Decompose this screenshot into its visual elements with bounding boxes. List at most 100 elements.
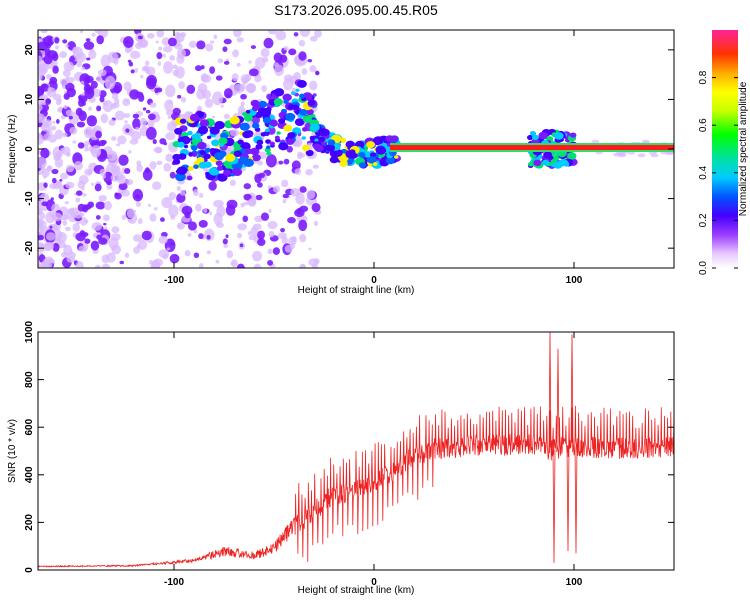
- spectrogram-noise-blob: [135, 126, 140, 131]
- spectrogram-noise-blob: [65, 181, 75, 189]
- spectrogram-noise-blob: [176, 222, 185, 230]
- spectrogram-noise-blob: [62, 132, 68, 138]
- spectrogram-ridge-blob: [196, 141, 207, 150]
- spectrogram-noise-blob: [226, 250, 234, 259]
- spectrogram-noise-blob: [291, 160, 301, 171]
- spectrogram-noise-blob: [169, 253, 180, 264]
- spectrogram-noise-blob: [84, 75, 94, 84]
- spectrogram-noise-blob: [184, 249, 191, 257]
- spectrogram-noise-blob: [165, 109, 174, 116]
- spectrogram-noise-blob: [38, 195, 44, 201]
- spectrogram-noise-blob: [193, 189, 199, 197]
- spectrogram-noise-blob: [99, 96, 105, 103]
- spectrogram-ridge-blob: [305, 108, 314, 116]
- spectrogram-noise-blob: [101, 140, 107, 145]
- spectrogram-ridge-blob: [276, 131, 281, 135]
- spectrogram-ridge-blob: [174, 127, 183, 135]
- spectrogram-noise-blob: [223, 38, 232, 45]
- spectrogram-noise-blob: [128, 150, 132, 154]
- spectrogram-ridge-blob: [269, 119, 278, 127]
- spectrogram-ridge-blob: [278, 118, 286, 124]
- spectrogram-noise-blob: [236, 263, 245, 268]
- spectrogram-noise-blob: [211, 115, 216, 119]
- spectrogram-noise-blob: [300, 263, 306, 268]
- spectrogram-noise-blob: [145, 60, 150, 66]
- spectrogram-noise-blob: [84, 220, 88, 224]
- spectrogram-noise-blob: [43, 182, 48, 188]
- spectrogram-cluster-blob: [569, 132, 577, 138]
- spectrogram-noise-blob: [299, 30, 311, 37]
- spectrogram-noise-blob: [309, 35, 318, 42]
- spectrogram-noise-blob: [38, 113, 46, 123]
- spectrogram-noise-blob: [178, 81, 186, 90]
- colorbar-ticks: 0.0 0.2 0.4 0.6 0.8: [698, 70, 738, 275]
- spectrogram-ridge-blob: [188, 152, 193, 156]
- spectrogram-noise-blob: [38, 200, 44, 208]
- x-tick-label: 0: [371, 275, 377, 286]
- spectrogram-noise-blob: [180, 96, 187, 103]
- spectrogram-ridge-blob: [310, 123, 320, 132]
- spectrogram-noise-blob: [88, 50, 97, 60]
- spectrogram-noise-blob: [130, 69, 135, 74]
- spectrogram-noise-blob: [45, 232, 56, 241]
- spectrogram-noise-blob: [293, 32, 299, 37]
- spectrogram-noise-blob: [65, 44, 69, 48]
- spectrogram-noise-blob: [123, 81, 132, 91]
- spectrogram-noise-blob: [118, 182, 128, 191]
- spectrogram-noise-blob: [125, 128, 130, 133]
- spectrogram-noise-blob: [51, 168, 59, 175]
- spectrogram-ridge-blob: [191, 138, 197, 144]
- spectrogram-ridge-blob: [172, 158, 181, 165]
- spectrogram-noise-blob: [73, 161, 83, 171]
- spectrogram-ridge-blob: [299, 109, 308, 116]
- spectrogram-noise-blob: [85, 38, 91, 42]
- spectrogram-noise-blob: [130, 50, 141, 59]
- spectrogram-ridge-blob: [283, 99, 289, 104]
- spectrogram-noise-blob: [84, 86, 95, 100]
- spectrogram-noise-blob: [239, 243, 244, 248]
- spectrogram-noise-blob: [279, 54, 288, 63]
- y-tick-label: 10: [24, 93, 35, 105]
- spectrogram-cluster-blob: [542, 159, 550, 166]
- spectrogram-noise-blob: [52, 65, 59, 74]
- spectrogram-noise-blob: [61, 146, 71, 156]
- spectrogram-noise-blob: [197, 83, 208, 93]
- spectrogram-ridge-blob: [375, 142, 380, 146]
- spectrogram-noise-blob: [94, 30, 102, 34]
- spectrogram-noise-blob: [63, 104, 68, 110]
- colorbar-tick-label: 0.4: [698, 165, 709, 179]
- spectrogram-noise-blob: [98, 194, 107, 202]
- spectrogram-noise-blob: [52, 242, 60, 252]
- spectrogram-noise-blob: [288, 48, 297, 56]
- spectrogram-noise-blob: [134, 67, 139, 73]
- spectrogram-noise-blob: [68, 251, 77, 259]
- spectrogram-noise-blob: [236, 62, 241, 67]
- spectrogram-cluster-blob: [532, 134, 539, 141]
- spectrogram-noise-blob: [237, 232, 242, 239]
- spectrogram-ridge-blob: [298, 93, 306, 99]
- spectrogram-noise-blob: [253, 263, 262, 268]
- y-tick-label: 20: [24, 44, 35, 56]
- spectrogram-ridge-blob: [239, 122, 250, 131]
- spectrogram-noise-blob: [162, 53, 166, 58]
- spectrogram-noise-blob: [240, 202, 245, 208]
- spectrogram-ridge-blob: [199, 119, 210, 127]
- spectrogram-ridge-blob: [232, 168, 243, 177]
- spectrogram-ridge-blob: [179, 118, 187, 124]
- spectrogram-ridge-blob: [203, 153, 211, 160]
- spectrogram-ridge-blob: [375, 146, 387, 155]
- spectrogram-noise-blob: [142, 107, 147, 111]
- spectrogram-noise-blob: [267, 260, 274, 266]
- spectrogram-noise-blob: [153, 146, 163, 154]
- spectrogram-noise-blob: [230, 259, 238, 268]
- x-tick-label: -100: [164, 275, 184, 286]
- spectrogram-noise-blob: [40, 123, 51, 132]
- spectrogram-ridge-blob: [216, 165, 224, 171]
- spectrogram-noise-blob: [294, 168, 302, 175]
- spectrogram-noise-blob: [156, 160, 163, 166]
- spectrogram-noise-blob: [95, 130, 102, 139]
- spectrogram-noise-blob: [309, 65, 317, 73]
- spectrogram-ridge-blob: [265, 145, 271, 150]
- spectrogram-ridge-halo-top: [390, 143, 674, 145]
- spectrogram-noise-blob: [186, 84, 196, 95]
